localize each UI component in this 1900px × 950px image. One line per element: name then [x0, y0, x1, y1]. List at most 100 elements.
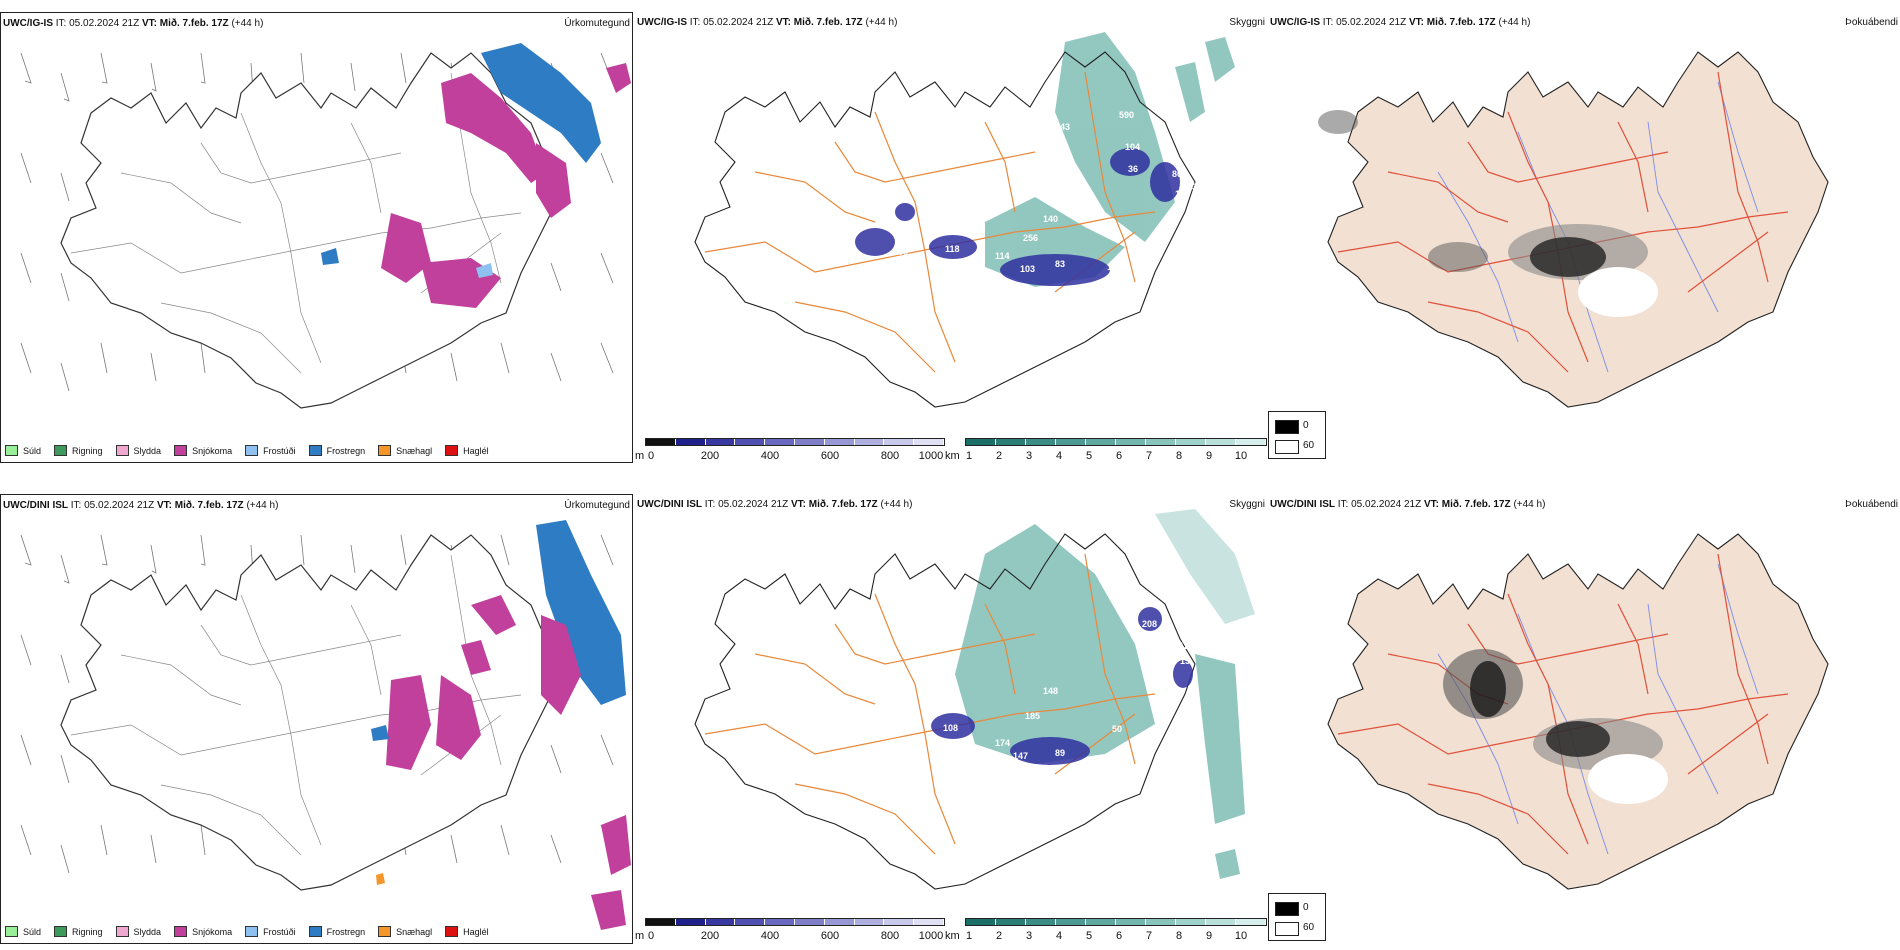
vis-label: 343	[1055, 122, 1070, 132]
vis-label: 140	[1043, 214, 1058, 224]
legend-label: Frostregn	[326, 926, 366, 937]
vis-label: 108	[943, 723, 958, 733]
colorbar-unit: m	[635, 930, 645, 942]
valid-time: Mið. 7.feb. 17Z	[174, 500, 244, 511]
vis-label: 185	[1025, 711, 1040, 721]
colorbar-tick: 1000	[918, 930, 944, 942]
visibility-colorbar-bottom: km 1 2 3 4 5 6 7 8 9 10	[945, 918, 1267, 948]
panel-header: UWC/IG-IS IT: 05.02.2024 21Z VT: Mið. 7.…	[1270, 17, 1530, 28]
fog-dark-swatch	[1275, 420, 1299, 434]
model-name: UWC/DINI ISL	[3, 500, 68, 511]
visibility-map-bottom: 208 128 148 185 108 174 147 89 134 50 15	[694, 509, 1255, 890]
legend-item: Súld	[5, 926, 41, 937]
colorbar-tick: 6	[1115, 450, 1123, 462]
colorbar-tick: 5	[1085, 450, 1093, 462]
vis-label: 86	[1172, 169, 1182, 179]
legend-item: Frostregn	[308, 445, 365, 456]
colorbar-tick: 400	[760, 450, 780, 462]
lead-time: (+44 h)	[231, 18, 264, 29]
visibility-shading	[955, 509, 1255, 879]
fog-light-swatch	[1275, 922, 1299, 936]
colorbar-tick: 7	[1145, 930, 1153, 942]
model-name: UWC/DINI ISL	[637, 499, 702, 510]
legend-swatch	[378, 445, 392, 456]
panel-header: UWC/DINI ISL IT: 05.02.2024 21Z VT: Mið.…	[637, 499, 912, 510]
vis-label: 83	[1055, 259, 1065, 269]
panel-title: Úrkomutegund	[564, 18, 630, 29]
lead-time: (+44 h)	[246, 500, 279, 511]
colorbar-strip	[645, 918, 945, 926]
vis-label: 114	[995, 251, 1010, 261]
ceiling-colorbar-bottom: m 0 200 400 600 800 1000	[635, 918, 945, 948]
legend-label: Snæhagl	[396, 445, 433, 456]
vis-label: 104	[1125, 142, 1140, 152]
colorbar-tick: 200	[700, 930, 720, 942]
vt-prefix: VT:	[1408, 17, 1424, 28]
model-name: UWC/IG-IS	[637, 17, 687, 28]
legend-item: Frostúði	[245, 445, 296, 456]
legend-swatch	[54, 926, 68, 937]
legend-swatch	[445, 926, 459, 937]
legend-item: Slydda	[115, 926, 161, 937]
colorbar-tick: 600	[820, 450, 840, 462]
vis-label: 148	[1043, 686, 1058, 696]
precip-areas	[321, 43, 631, 308]
vis-label: 147	[1013, 751, 1028, 761]
legend-item: Snjókoma	[174, 926, 232, 937]
valid-time: Mið. 7.feb. 17Z	[159, 18, 229, 29]
legend-swatch	[115, 445, 129, 456]
vis-label: 17	[925, 376, 935, 386]
precip-map-bottom	[20, 520, 631, 930]
lead-time: (+44 h)	[1513, 499, 1546, 510]
colorbar-tick: 600	[820, 930, 840, 942]
vt-prefix: VT:	[790, 499, 806, 510]
legend-swatch	[54, 445, 68, 456]
colorbar-tick: 4	[1055, 450, 1063, 462]
valid-time: Mið. 7.feb. 17Z	[808, 499, 878, 510]
panel-title: Þokuábendi	[1845, 499, 1898, 510]
legend-swatch	[245, 445, 259, 456]
legend-label: Rigning	[72, 445, 103, 456]
fog-panel-bottom: UWC/DINI ISL IT: 05.02.2024 21Z VT: Mið.…	[1268, 494, 1900, 944]
legend-label: Slydda	[133, 445, 162, 456]
legend-swatch	[308, 445, 322, 456]
init-time: 05.02.2024 21Z	[1336, 17, 1407, 28]
fog-light-label: 60	[1303, 922, 1315, 933]
colorbar-tick: 8	[1175, 930, 1183, 942]
fog-panel-top: UWC/IG-IS IT: 05.02.2024 21Z VT: Mið. 7.…	[1268, 12, 1900, 463]
legend-label: Frostúði	[263, 445, 296, 456]
legend-label: Snæhagl	[396, 926, 433, 937]
colorbar-unit: m	[635, 450, 645, 462]
precip-map-top	[20, 43, 631, 409]
legend-label: Súld	[23, 445, 42, 456]
legend-label: Snjókoma	[192, 926, 233, 937]
colorbar-unit: km	[945, 450, 960, 462]
precip-type-panel-top: UWC/IG-IS IT: 05.02.2024 21Z VT: Mið. 7.…	[0, 12, 633, 463]
vis-label: 134	[1110, 758, 1125, 768]
colorbar-strip	[645, 438, 945, 446]
colorbar-tick: 9	[1205, 930, 1213, 942]
colorbar-strip	[965, 438, 1267, 446]
colorbar-tick: 0	[647, 450, 655, 462]
precip-legend: Súld Rigning Slydda Snjókoma Frostúði Fr…	[5, 445, 489, 456]
colorbar-tick: 2	[995, 930, 1003, 942]
colorbar-tick: 5	[1085, 930, 1093, 942]
valid-time: Mið. 7.feb. 17Z	[793, 17, 863, 28]
lead-time: (+44 h)	[1498, 17, 1531, 28]
colorbar-strip	[965, 918, 1267, 926]
visibility-value-labels: 343 590 104 86 36 532 256 140 147 100 11…	[877, 110, 1202, 386]
it-prefix: IT:	[1322, 17, 1334, 28]
init-time: 05.02.2024 21Z	[703, 17, 774, 28]
colorbar-tick: 3	[1025, 450, 1033, 462]
lead-time: (+44 h)	[880, 499, 913, 510]
colorbar-tick: 800	[880, 930, 900, 942]
visibility-panel-top: 343 590 104 86 36 532 256 140 147 100 11…	[635, 12, 1267, 463]
legend-swatch	[174, 926, 188, 937]
colorbar-tick: 3	[1025, 930, 1033, 942]
visibility-colorbar-top: km 1 2 3 4 5 6 7 8 9 10	[945, 438, 1267, 468]
legend-swatch	[308, 926, 322, 937]
colorbar-tick: 4	[1055, 930, 1063, 942]
init-time: 05.02.2024 21Z	[1351, 499, 1422, 510]
vis-label: 15	[1180, 656, 1190, 666]
colorbar-tick: 1	[965, 450, 973, 462]
